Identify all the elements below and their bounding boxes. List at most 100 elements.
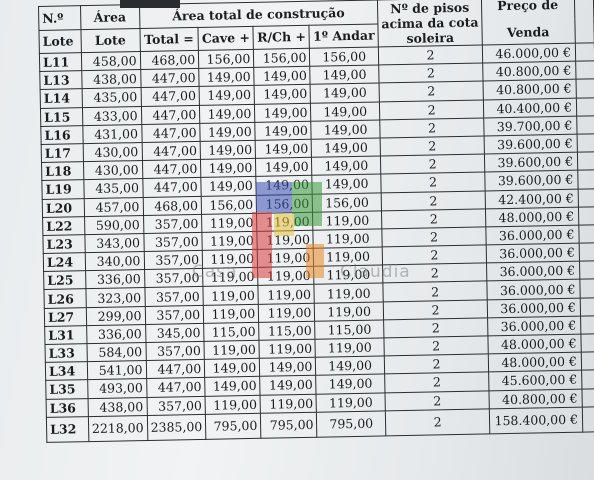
cell-pisos: 2	[378, 44, 483, 66]
cell-preco: 39.700,00 €	[483, 115, 578, 136]
cell-area: 336,00	[86, 324, 146, 344]
cell-rch: 795,00	[260, 411, 318, 439]
cell-area: 438,00	[81, 69, 141, 90]
cell-andar: 149,00	[310, 101, 380, 122]
cell-preco: 39.600,00 €	[484, 170, 579, 191]
cell-lote: L26	[43, 289, 87, 309]
cell-andar: 795,00	[316, 410, 386, 437]
cell-rch: 119,00	[256, 211, 314, 232]
cell-pisos: 2	[383, 317, 489, 338]
cell-lote: L32	[46, 416, 89, 443]
cell-extra	[582, 406, 594, 432]
cell-preco: 45.600,00 €	[488, 370, 582, 391]
cell-rch: 119,00	[258, 284, 315, 304]
cell-area: 430,00	[82, 142, 142, 162]
cell-area: 590,00	[84, 215, 144, 235]
cell-total: 357,00	[145, 341, 205, 361]
cell-andar: 115,00	[315, 319, 384, 340]
header-preco-de: Preço de	[497, 0, 559, 14]
cell-andar: 149,00	[311, 137, 381, 158]
cell-preco: 36.000,00 €	[486, 243, 580, 264]
cell-preco: 40.800,00 €	[482, 61, 576, 82]
cell-extra	[577, 170, 594, 189]
cell-cave: 149,00	[201, 176, 257, 196]
cell-preco: 48.000,00 €	[488, 334, 582, 355]
cell-pisos: 2	[385, 408, 490, 436]
header-pisos-line3: soleira	[406, 29, 455, 46]
cell-area: 435,00	[83, 178, 143, 199]
cell-extra	[580, 333, 594, 353]
cell-area: 584,00	[86, 342, 146, 362]
cell-area: 2218,00	[88, 415, 148, 442]
cell-lote: L34	[45, 361, 88, 381]
cell-preco: 40.400,00 €	[483, 97, 577, 118]
cell-cave: 119,00	[201, 213, 258, 233]
cell-pisos: 2	[379, 81, 484, 102]
cell-lote: L35	[45, 379, 88, 399]
cell-lote: L19	[41, 179, 84, 199]
cell-cave: 149,00	[199, 85, 255, 105]
cell-rch: 119,00	[258, 302, 316, 323]
cell-extra	[581, 388, 594, 407]
cell-andar: 149,00	[310, 65, 380, 85]
cell-rch: 149,00	[255, 157, 313, 177]
cell-rch: 149,00	[256, 175, 313, 195]
watermark-text-left: Casa	[192, 262, 238, 282]
cell-area: 438,00	[87, 397, 147, 417]
cell-cave: 119,00	[203, 303, 259, 324]
lot-price-table-wrapper: N.º Área Área total de construção Nº de …	[38, 0, 594, 443]
cell-total: 357,00	[143, 214, 203, 234]
cell-pisos: 2	[384, 354, 489, 375]
cell-pisos: 2	[384, 372, 490, 393]
cell-preco: 39.600,00 €	[484, 134, 578, 155]
cell-andar: 149,00	[311, 156, 381, 176]
cell-cave: 149,00	[199, 103, 256, 124]
cell-andar: 119,00	[315, 337, 385, 358]
cell-total: 357,00	[144, 305, 204, 325]
cell-rch: 156,00	[253, 48, 311, 68]
cell-lote: L25	[43, 270, 86, 290]
cell-total: 357,00	[143, 232, 203, 252]
cell-rch: 149,00	[254, 102, 312, 123]
cell-extra	[575, 61, 594, 80]
cell-extra	[578, 188, 594, 207]
cell-preco: 39.600,00 €	[484, 152, 578, 173]
cell-total: 447,00	[140, 68, 200, 88]
cell-lote: L13	[39, 70, 82, 90]
header-total: Total =	[139, 26, 199, 52]
cell-area: 323,00	[85, 287, 145, 308]
cell-preco: 36.000,00 €	[487, 315, 581, 336]
cell-andar: 156,00	[309, 46, 379, 67]
cell-preco: 40.800,00 €	[483, 79, 577, 100]
cell-pisos: 2	[380, 172, 486, 193]
cell-preco: 48.000,00 €	[488, 352, 582, 373]
cell-cave: 149,00	[198, 67, 255, 87]
cell-pisos: 2	[378, 63, 484, 84]
cell-andar: 119,00	[314, 301, 384, 322]
cell-extra	[578, 224, 594, 244]
header-cave: Cave +	[198, 25, 254, 51]
cell-total: 357,00	[144, 286, 204, 307]
header-preco: Preço de Venda	[481, 0, 576, 45]
cell-lote: L18	[41, 161, 84, 181]
cell-andar: 149,00	[312, 174, 382, 194]
cell-cave: 156,00	[201, 194, 257, 215]
cell-extra	[581, 370, 594, 389]
cell-cave: 119,00	[204, 340, 260, 360]
cell-total: 357,00	[146, 395, 206, 416]
cell-lote: L33	[44, 343, 88, 363]
cell-andar: 119,00	[316, 392, 386, 412]
cell-rch: 115,00	[258, 321, 316, 341]
header-pisos: Nº de pisos acima da cota soleira	[377, 0, 483, 47]
cell-extra	[579, 261, 594, 280]
cell-andar: 149,00	[316, 374, 385, 394]
cell-extra	[578, 206, 594, 226]
cell-area: 299,00	[86, 306, 146, 326]
cell-andar: 149,00	[311, 119, 381, 140]
cell-pisos: 2	[380, 135, 485, 157]
cell-preco: 48.000,00 €	[485, 206, 579, 227]
cell-andar: 119,00	[313, 228, 383, 249]
cell-total: 447,00	[145, 359, 205, 379]
cell-rch: 119,00	[260, 393, 317, 414]
cell-total: 447,00	[140, 104, 200, 125]
